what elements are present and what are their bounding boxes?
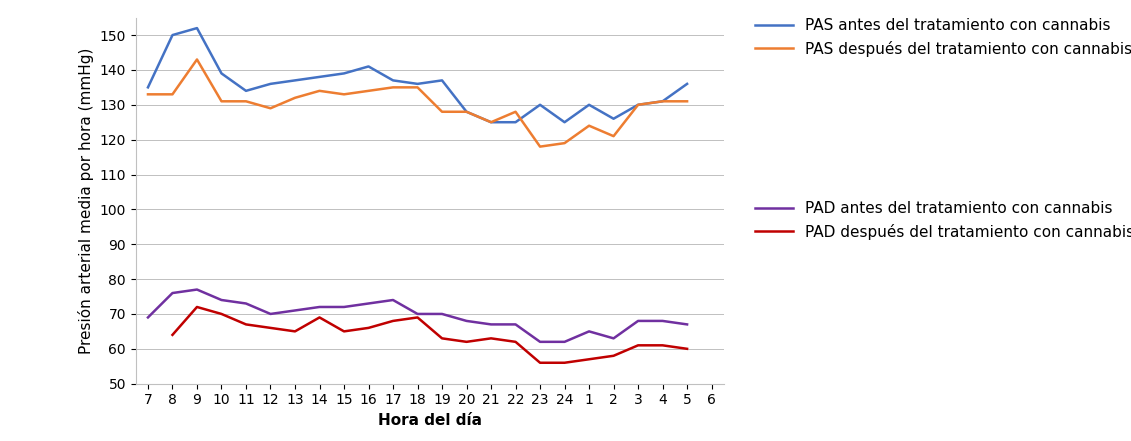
Legend: PAD antes del tratamiento con cannabis, PAD después del tratamiento con cannabis: PAD antes del tratamiento con cannabis, … [756, 201, 1131, 239]
X-axis label: Hora del día: Hora del día [378, 413, 482, 428]
Y-axis label: Presión arterial media por hora (mmHg): Presión arterial media por hora (mmHg) [78, 48, 94, 354]
